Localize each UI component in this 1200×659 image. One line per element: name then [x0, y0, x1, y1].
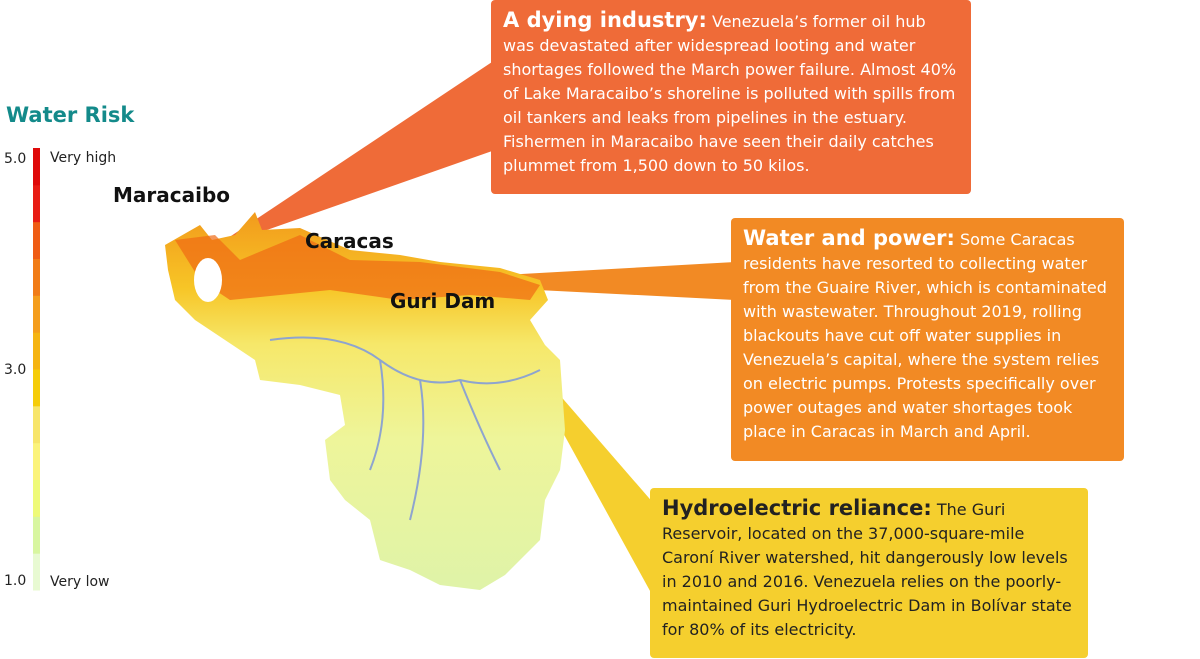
legend-swatch — [33, 369, 40, 407]
legend-low: Very low — [50, 574, 110, 590]
wedge — [210, 60, 495, 250]
callout-heading: Water and power: — [743, 226, 955, 250]
callout-heading: Hydroelectric reliance: — [662, 496, 932, 520]
legend-swatch — [33, 553, 40, 591]
place-label: Maracaibo — [113, 183, 230, 207]
red-zone — [175, 235, 540, 300]
legend-tick-label: 5.0 — [4, 151, 26, 167]
place-label: Guri Dam — [390, 289, 495, 313]
legend-tick-label: 3.0 — [4, 362, 26, 378]
callout-body: Some Caracas residents have resorted to … — [743, 230, 1107, 441]
callout: A dying industry: Venezuela’s former oil… — [491, 0, 971, 194]
callout: Hydroelectric reliance: The Guri Reservo… — [650, 488, 1088, 658]
country-shape — [165, 212, 565, 590]
legend-tick-label: 1.0 — [4, 573, 26, 589]
rivers — [269, 336, 541, 521]
callout-heading: A dying industry: — [503, 8, 707, 32]
place-label: Caracas — [305, 229, 394, 253]
lake — [194, 258, 222, 302]
legend-swatch — [33, 148, 40, 186]
callout-body: The Guri Reservoir, located on the 37,00… — [662, 500, 1072, 639]
legend: 5.0 3.0 1.0 — [4, 148, 40, 591]
wedge — [380, 262, 735, 300]
legend-swatch — [33, 258, 40, 296]
legend-swatch — [33, 184, 40, 223]
legend-title: Water Risk — [6, 103, 135, 127]
legend-swatch — [33, 221, 40, 259]
legend-swatch — [33, 442, 40, 480]
callout-body: Venezuela’s former oil hub was devastate… — [503, 12, 957, 175]
legend-swatch — [33, 295, 40, 333]
legend-high: Very high — [50, 150, 116, 166]
legend-swatch — [33, 332, 40, 370]
legend-swatch — [33, 479, 40, 517]
legend-swatch — [33, 516, 40, 554]
legend-swatch — [33, 405, 40, 444]
callout: Water and power: Some Caracas residents … — [731, 218, 1124, 461]
